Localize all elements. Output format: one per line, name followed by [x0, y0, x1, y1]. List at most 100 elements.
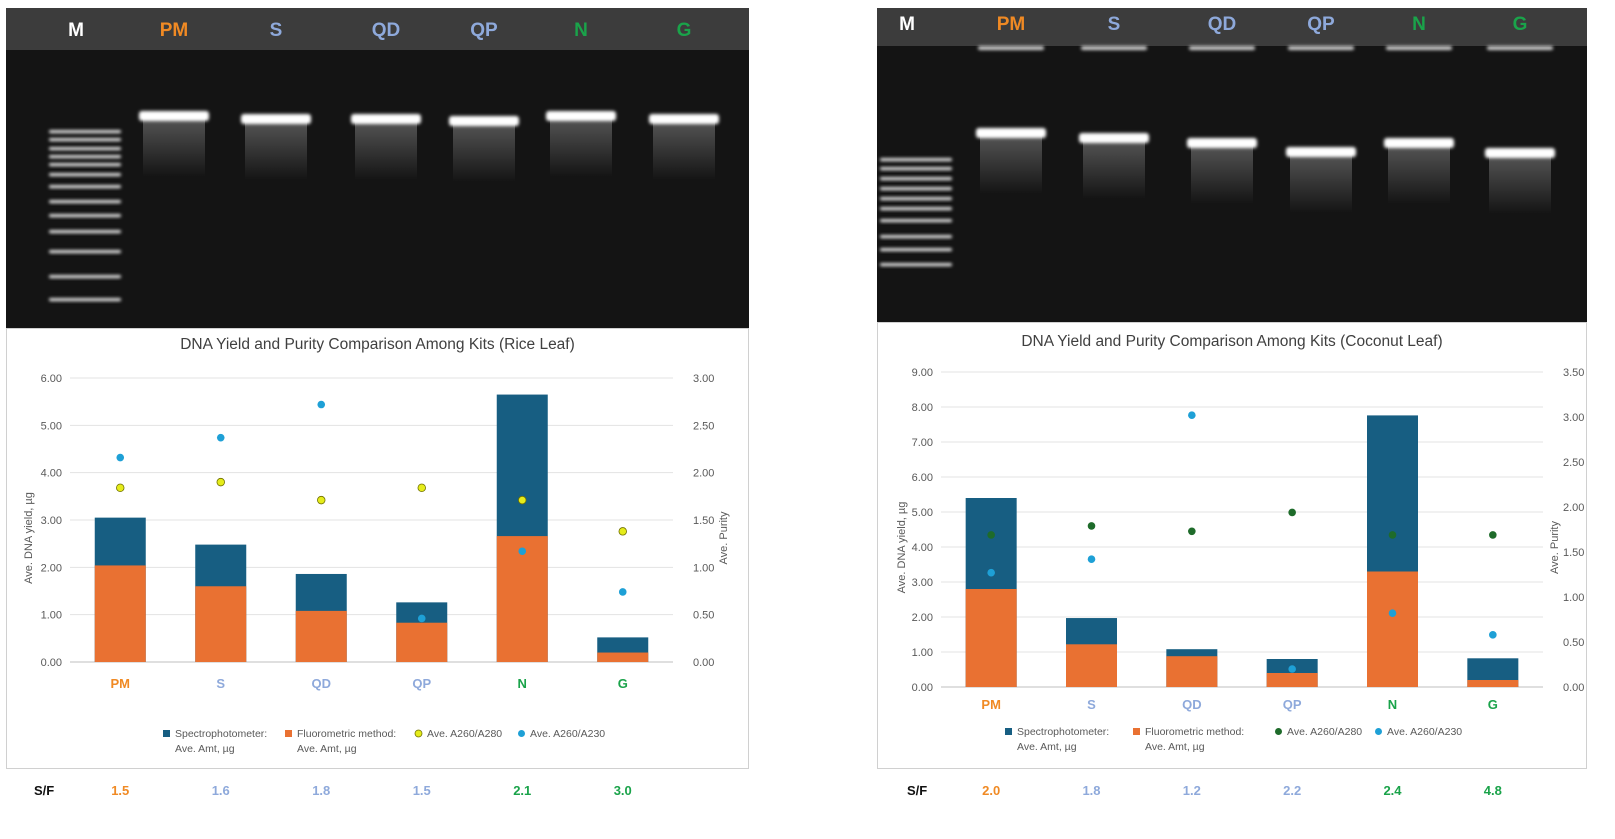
gel-lane-label-qd: QD [1208, 14, 1237, 35]
gel-lane-smear [1083, 139, 1145, 199]
rice-leaf-figure: M PM S QD QP N G DNA Yield and Purity Compariso… [6, 8, 749, 798]
y2-axis-title: Ave. Purity [1549, 521, 1561, 574]
point-a260-a280-n [518, 495, 527, 505]
gel-lane-label-g: G [1513, 14, 1528, 35]
y2-tick-label: 3.00 [693, 373, 714, 385]
point-a260-a230-qd [317, 400, 326, 409]
bar-fluorometric-s [195, 586, 247, 662]
ladder-band [49, 147, 121, 151]
ladder-band [880, 219, 952, 223]
ladder-band [880, 177, 952, 181]
point-a260-a280-g [618, 527, 627, 536]
point-a260-a230-n [518, 547, 527, 556]
gel-lane-label-m: M [68, 20, 84, 41]
gel-well [1288, 46, 1354, 50]
bar-fluorometric-pm [965, 589, 1017, 687]
ladder-band [49, 275, 121, 279]
sf-value-qp: 2.2 [1283, 783, 1301, 798]
legend-label: Ave. A260/A280 [1287, 726, 1362, 738]
legend-swatch [1275, 728, 1282, 735]
legend-label: Ave. A260/A230 [1387, 726, 1462, 738]
point-a260-a230-qp [1288, 665, 1296, 673]
point-a260-a230-g [1489, 631, 1497, 639]
gel-well [1189, 46, 1255, 50]
gel-lane-smear [453, 122, 515, 182]
legend-label: Fluorometric method: [1145, 726, 1244, 738]
point-a260-a280-pm [116, 483, 125, 493]
sf-value-qd: 1.8 [312, 783, 330, 798]
point-a260-a280-s [216, 477, 225, 487]
ladder-band [880, 158, 952, 162]
y2-tick-label: 0.00 [693, 657, 714, 669]
y-tick-label: 6.00 [912, 472, 933, 484]
y2-tick-label: 2.50 [693, 420, 714, 432]
y2-tick-label: 1.50 [1563, 547, 1584, 559]
ladder-band [49, 130, 121, 134]
point-a260-a230-pm [116, 453, 125, 462]
legend-label: Ave. A260/A280 [427, 728, 502, 740]
sf-value-pm: 2.0 [982, 783, 1000, 798]
gel-lane-smear [1388, 144, 1450, 204]
dna-band-s [1079, 133, 1149, 143]
chart-title: DNA Yield and Purity Comparison Among Ki… [180, 336, 575, 353]
point-a260-a280-n [1388, 531, 1397, 539]
x-category-label-qd: QD [312, 676, 332, 691]
chart-title: DNA Yield and Purity Comparison Among Ki… [1021, 333, 1442, 350]
sf-value-g: 4.8 [1484, 783, 1502, 798]
gel-lane-smear [1191, 144, 1253, 204]
dna-band-pm [139, 111, 209, 121]
y-tick-label: 1.00 [912, 647, 933, 659]
gel-lane-label-pm: PM [160, 20, 189, 41]
point-a260-a280-g [1489, 531, 1497, 539]
gel-lane-smear [143, 117, 205, 177]
gel-well [978, 46, 1044, 50]
sf-value-s: 1.6 [212, 783, 230, 798]
legend-swatch [163, 730, 170, 737]
dna-band-s [241, 114, 311, 124]
ladder-band [49, 173, 121, 177]
y-tick-label: 5.00 [912, 507, 933, 519]
gel-lane-smear [980, 134, 1042, 194]
gel-well [1081, 46, 1147, 50]
gel-lane-smear [550, 117, 612, 177]
gel-lane-label-n: N [1412, 14, 1426, 35]
bar-fluorometric-g [597, 652, 649, 662]
gel-lane-label-g: G [677, 20, 692, 41]
x-category-label-qd: QD [1182, 697, 1202, 712]
y-tick-label: 6.00 [41, 373, 62, 385]
y-axis-title: Ave. DNA yield, µg [896, 502, 908, 594]
dna-band-g [1485, 148, 1555, 158]
sf-value-pm: 1.5 [111, 783, 129, 798]
legend-label-line2: Ave. Amt, µg [1017, 741, 1077, 753]
y2-tick-label: 2.00 [693, 468, 714, 480]
bar-fluorometric-pm [94, 565, 146, 662]
y-tick-label: 9.00 [912, 367, 933, 379]
legend-label-line2: Ave. Amt, µg [175, 743, 235, 755]
ladder-band [880, 167, 952, 171]
gel-lane-label-qp: QP [470, 20, 498, 41]
x-category-label-qp: QP [1283, 697, 1302, 712]
gel-lane-smear [653, 120, 715, 180]
sf-value-n: 2.1 [513, 783, 531, 798]
gel-lane-label-qp: QP [1307, 14, 1335, 35]
y2-tick-label: 1.00 [693, 562, 714, 574]
x-category-label-s: S [1087, 697, 1096, 712]
y2-tick-label: 2.00 [1563, 502, 1584, 514]
gel-lane-header [877, 8, 1587, 46]
y-tick-label: 7.00 [912, 437, 933, 449]
sf-value-s: 1.8 [1082, 783, 1100, 798]
y2-axis-title: Ave. Purity [718, 511, 730, 564]
y2-tick-label: 0.50 [1563, 637, 1584, 649]
x-category-label-pm: PM [111, 676, 131, 691]
y-tick-label: 2.00 [912, 612, 933, 624]
gel-lane-smear [1489, 154, 1551, 214]
legend-label: Ave. A260/A230 [530, 728, 605, 740]
gel-lane-smear [355, 120, 417, 180]
y-tick-label: 3.00 [41, 515, 62, 527]
point-a260-a280-qd [317, 495, 326, 505]
bar-fluorometric-qp [1266, 673, 1318, 687]
y2-tick-label: 3.00 [1563, 412, 1584, 424]
ladder-band [49, 298, 121, 302]
gel-lane-label-pm: PM [997, 14, 1026, 35]
bar-fluorometric-qp [396, 622, 448, 662]
